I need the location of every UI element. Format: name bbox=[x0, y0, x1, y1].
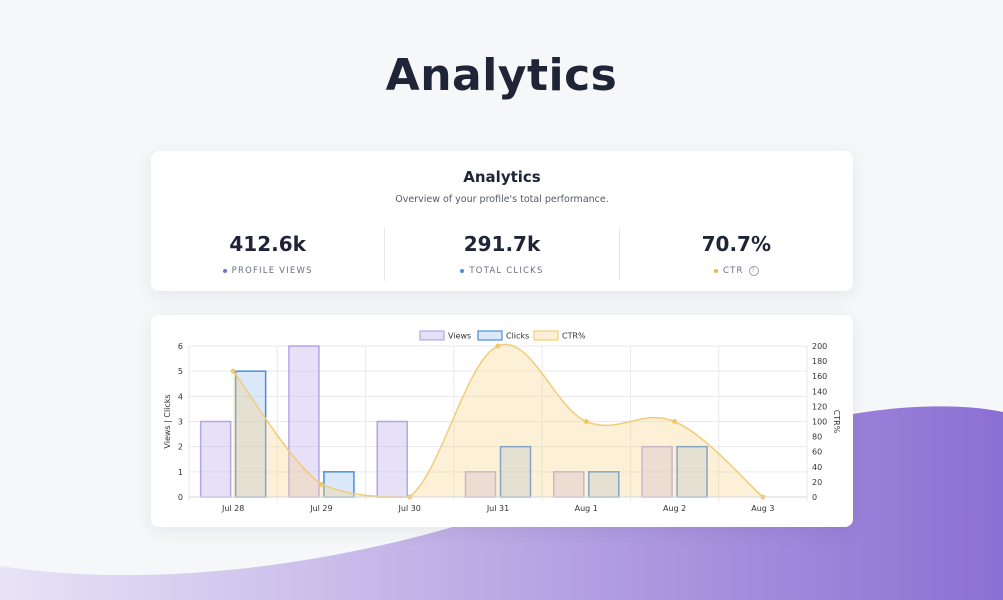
legend-label: Clicks bbox=[506, 332, 529, 341]
y2-tick-label: 40 bbox=[812, 463, 822, 472]
bar-views bbox=[199, 420, 232, 498]
bar-views bbox=[553, 471, 585, 498]
x-tick-label: Jul 31 bbox=[486, 504, 509, 513]
bar-views bbox=[641, 445, 673, 498]
y2-tick-label: 200 bbox=[812, 342, 827, 351]
legend-swatch bbox=[477, 330, 503, 341]
legend-swatch bbox=[533, 330, 559, 341]
y-tick-label: 3 bbox=[178, 418, 183, 427]
ctr-area bbox=[233, 344, 763, 497]
stat-label: CTR bbox=[723, 266, 744, 276]
y2-tick-label: 100 bbox=[812, 418, 827, 427]
views-dot-icon bbox=[222, 269, 227, 273]
stat-ctr: 70.7% CTR ? bbox=[618, 227, 853, 281]
ctr-dot-icon bbox=[714, 269, 718, 273]
y2-axis-title: CTR% bbox=[832, 410, 841, 434]
legend-label: Views bbox=[448, 332, 471, 341]
summary-subtitle: Overview of your profile's total perform… bbox=[395, 194, 609, 205]
y2-tick-label: 0 bbox=[812, 493, 817, 502]
y2-tick-label: 160 bbox=[812, 372, 827, 381]
stat-label-row: PROFILE VIEWS bbox=[151, 266, 384, 276]
x-tick-label: Jul 29 bbox=[309, 504, 332, 513]
y-tick-label: 2 bbox=[178, 443, 183, 452]
bar-clicks bbox=[676, 445, 708, 498]
y-tick-label: 0 bbox=[178, 493, 183, 502]
legend-swatch bbox=[419, 330, 445, 341]
ctr-point bbox=[230, 368, 236, 374]
y2-tick-label: 20 bbox=[812, 478, 822, 487]
y2-tick-label: 140 bbox=[812, 387, 827, 396]
stat-label: TOTAL CLICKS bbox=[469, 266, 544, 276]
stat-value: 412.6k bbox=[229, 232, 306, 256]
stat-label-row: TOTAL CLICKS bbox=[385, 266, 618, 276]
stats-row: 412.6k PROFILE VIEWS 291.7k TOTAL CLICKS… bbox=[151, 227, 853, 281]
stat-value: 70.7% bbox=[701, 232, 772, 256]
bar-views bbox=[376, 420, 408, 498]
y-axis-title: Views | Clicks bbox=[163, 394, 172, 448]
ctr-point bbox=[318, 481, 324, 487]
y2-tick-label: 180 bbox=[812, 357, 827, 366]
page-title: Analytics bbox=[385, 50, 618, 101]
stat-label-row: CTR ? bbox=[620, 266, 853, 276]
ctr-point bbox=[583, 419, 589, 424]
y2-tick-label: 60 bbox=[812, 448, 822, 457]
y2-tick-label: 80 bbox=[812, 433, 822, 442]
legend-label: CTR% bbox=[562, 332, 586, 341]
stat-profile-views: 412.6k PROFILE VIEWS bbox=[151, 227, 384, 281]
y-tick-label: 4 bbox=[178, 392, 183, 401]
clicks-dot-icon bbox=[460, 269, 465, 273]
chart-card: 0 1 2 3 4 5 6 0 20 40 60 80 100 120 140 160 180 200 Jul 28… bbox=[151, 315, 853, 527]
stat-label: PROFILE VIEWS bbox=[231, 266, 313, 276]
x-tick-label: Aug 3 bbox=[751, 504, 774, 513]
y-tick-label: 5 bbox=[178, 367, 183, 376]
ctr-point bbox=[495, 343, 501, 349]
bar-clicks bbox=[234, 370, 267, 498]
bar-views bbox=[464, 471, 497, 498]
x-tick-label: Jul 28 bbox=[221, 504, 244, 513]
y2-tick-label: 120 bbox=[812, 402, 827, 411]
x-tick-label: Jul 30 bbox=[398, 504, 421, 513]
stat-value: 291.7k bbox=[463, 232, 541, 256]
x-tick-label: Aug 1 bbox=[575, 504, 598, 513]
y-tick-label: 1 bbox=[178, 468, 183, 477]
stat-total-clicks: 291.7k TOTAL CLICKS bbox=[384, 227, 618, 281]
x-tick-label: Aug 2 bbox=[663, 504, 686, 513]
bar-clicks bbox=[499, 445, 532, 498]
summary-title: Analytics bbox=[463, 168, 541, 186]
summary-card: Analytics Overview of your profile's tot… bbox=[151, 151, 853, 291]
ctr-point bbox=[672, 419, 678, 424]
y-tick-label: 6 bbox=[178, 342, 183, 351]
help-icon[interactable]: ? bbox=[748, 266, 759, 276]
